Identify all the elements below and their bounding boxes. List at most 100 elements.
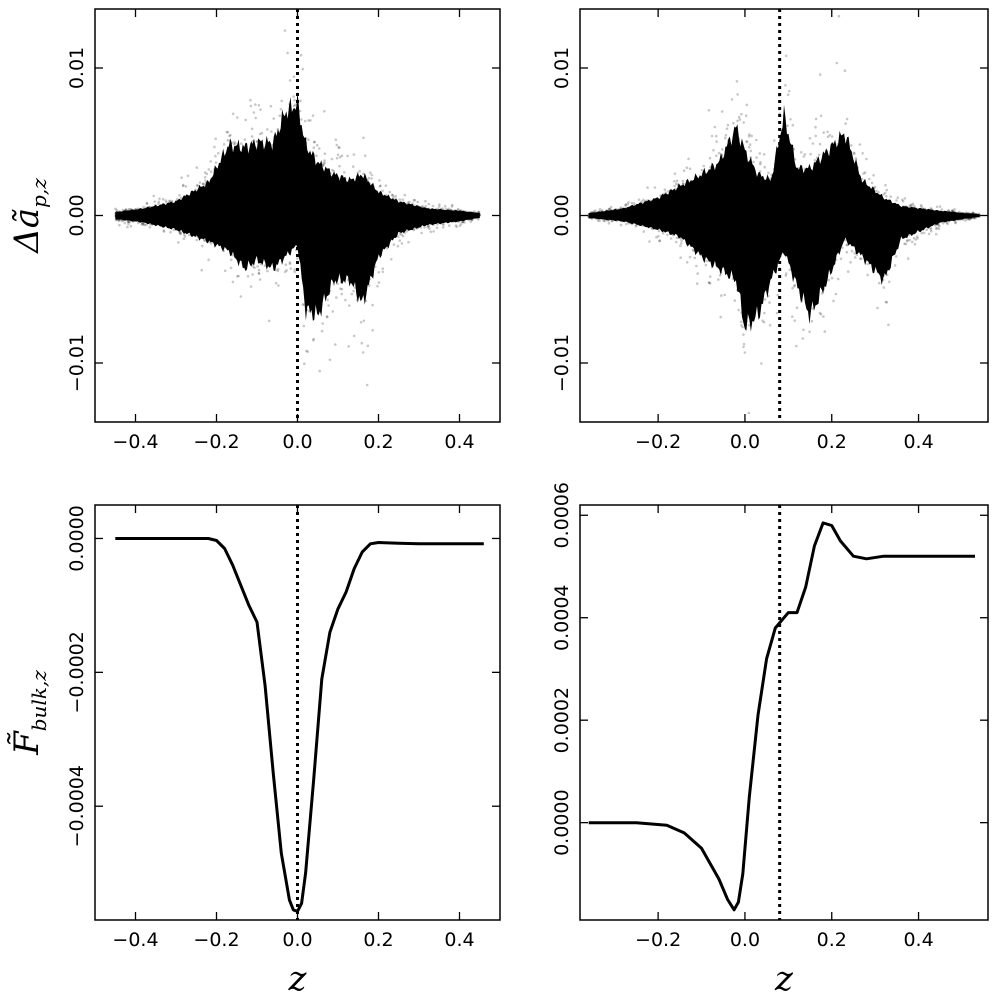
scatter-point bbox=[314, 219, 317, 223]
scatter-point bbox=[379, 224, 382, 228]
scatter-point bbox=[250, 153, 253, 156]
scatter-point bbox=[120, 217, 123, 220]
scatter-point bbox=[138, 209, 141, 212]
scatter-point bbox=[239, 225, 242, 229]
scatter-point bbox=[732, 121, 735, 125]
scatter-point bbox=[174, 217, 178, 220]
scatter-point bbox=[700, 168, 704, 172]
scatter-point bbox=[913, 216, 916, 220]
scatter-point bbox=[291, 126, 294, 129]
scatter-point bbox=[144, 217, 147, 221]
scatter-point bbox=[291, 142, 295, 146]
scatter-point bbox=[340, 281, 343, 284]
scatter-point bbox=[431, 212, 435, 215]
scatter-point bbox=[172, 228, 176, 232]
scatter-point bbox=[615, 210, 618, 214]
scatter-point bbox=[244, 143, 248, 147]
scatter-point bbox=[775, 238, 779, 241]
scatter-point bbox=[337, 207, 340, 210]
scatter-point bbox=[804, 219, 808, 222]
scatter-point bbox=[179, 232, 183, 235]
scatter-point bbox=[341, 251, 345, 254]
scatter-point bbox=[247, 176, 250, 179]
scatter-point bbox=[915, 216, 918, 220]
scatter-point bbox=[364, 299, 368, 303]
scatter-point bbox=[405, 219, 408, 222]
scatter-point bbox=[420, 210, 424, 213]
scatter-point bbox=[217, 197, 220, 201]
scatter-point bbox=[652, 199, 655, 203]
scatter-point bbox=[436, 210, 440, 213]
scatter-point bbox=[832, 187, 835, 190]
scatter-point bbox=[212, 223, 215, 226]
scatter-point bbox=[971, 215, 975, 219]
scatter-point bbox=[190, 218, 193, 221]
scatter-point bbox=[262, 213, 265, 216]
scatter-point bbox=[329, 215, 333, 219]
scatter-point bbox=[406, 208, 410, 211]
scatter-point bbox=[839, 241, 843, 244]
scatter-point bbox=[657, 234, 660, 238]
scatter-point bbox=[877, 207, 881, 211]
scatter-point bbox=[308, 194, 312, 197]
scatter-point bbox=[688, 217, 692, 221]
scatter-point bbox=[150, 223, 154, 226]
scatter-point bbox=[190, 232, 193, 236]
scatter-point bbox=[178, 230, 182, 234]
scatter-point bbox=[228, 139, 232, 142]
scatter-point bbox=[462, 215, 466, 218]
scatter-point bbox=[891, 222, 895, 226]
scatter-point bbox=[593, 214, 597, 218]
scatter-point bbox=[257, 204, 261, 208]
scatter-point bbox=[249, 254, 252, 257]
scatter-point bbox=[117, 216, 120, 220]
scatter-point bbox=[229, 231, 232, 234]
scatter-point bbox=[387, 208, 390, 211]
scatter-point bbox=[448, 211, 452, 214]
scatter-point bbox=[793, 158, 797, 161]
scatter-point bbox=[309, 296, 312, 299]
scatter-point bbox=[692, 236, 696, 239]
scatter-point bbox=[339, 238, 342, 241]
scatter-point bbox=[421, 215, 424, 219]
scatter-point bbox=[318, 200, 322, 203]
scatter-point bbox=[203, 238, 206, 242]
scatter-point bbox=[354, 211, 357, 214]
scatter-point bbox=[128, 211, 131, 214]
scatter-point bbox=[221, 209, 224, 212]
scatter-point bbox=[211, 239, 215, 242]
scatter-point bbox=[740, 220, 743, 224]
scatter-point bbox=[322, 259, 326, 263]
scatter-point bbox=[940, 215, 943, 219]
scatter-point bbox=[923, 213, 926, 216]
scatter-point bbox=[286, 51, 289, 55]
scatter-point bbox=[265, 241, 268, 244]
scatter-point bbox=[208, 240, 211, 244]
scatter-point bbox=[471, 217, 474, 220]
scatter-point bbox=[183, 223, 186, 227]
scatter-point bbox=[820, 181, 823, 185]
scatter-point bbox=[413, 225, 417, 229]
scatter-point bbox=[207, 215, 211, 218]
scatter-point bbox=[790, 253, 794, 256]
scatter-point bbox=[390, 193, 394, 197]
scatter-point bbox=[423, 217, 427, 221]
scatter-point bbox=[653, 211, 656, 214]
scatter-point bbox=[139, 207, 143, 211]
scatter-point bbox=[158, 197, 161, 200]
scatter-point bbox=[812, 285, 815, 289]
scatter-point bbox=[680, 224, 684, 228]
scatter-point bbox=[436, 212, 440, 216]
scatter-point bbox=[740, 197, 744, 201]
scatter-point bbox=[213, 187, 216, 191]
scatter-point bbox=[309, 201, 312, 204]
scatter-point bbox=[785, 196, 789, 200]
scatter-point bbox=[137, 209, 140, 212]
scatter-point bbox=[609, 205, 613, 209]
scatter-point bbox=[477, 210, 481, 214]
scatter-point bbox=[772, 168, 776, 171]
scatter-point bbox=[151, 222, 155, 226]
scatter-point bbox=[363, 260, 366, 263]
scatter-point bbox=[947, 220, 950, 223]
scatter-point bbox=[190, 229, 194, 233]
